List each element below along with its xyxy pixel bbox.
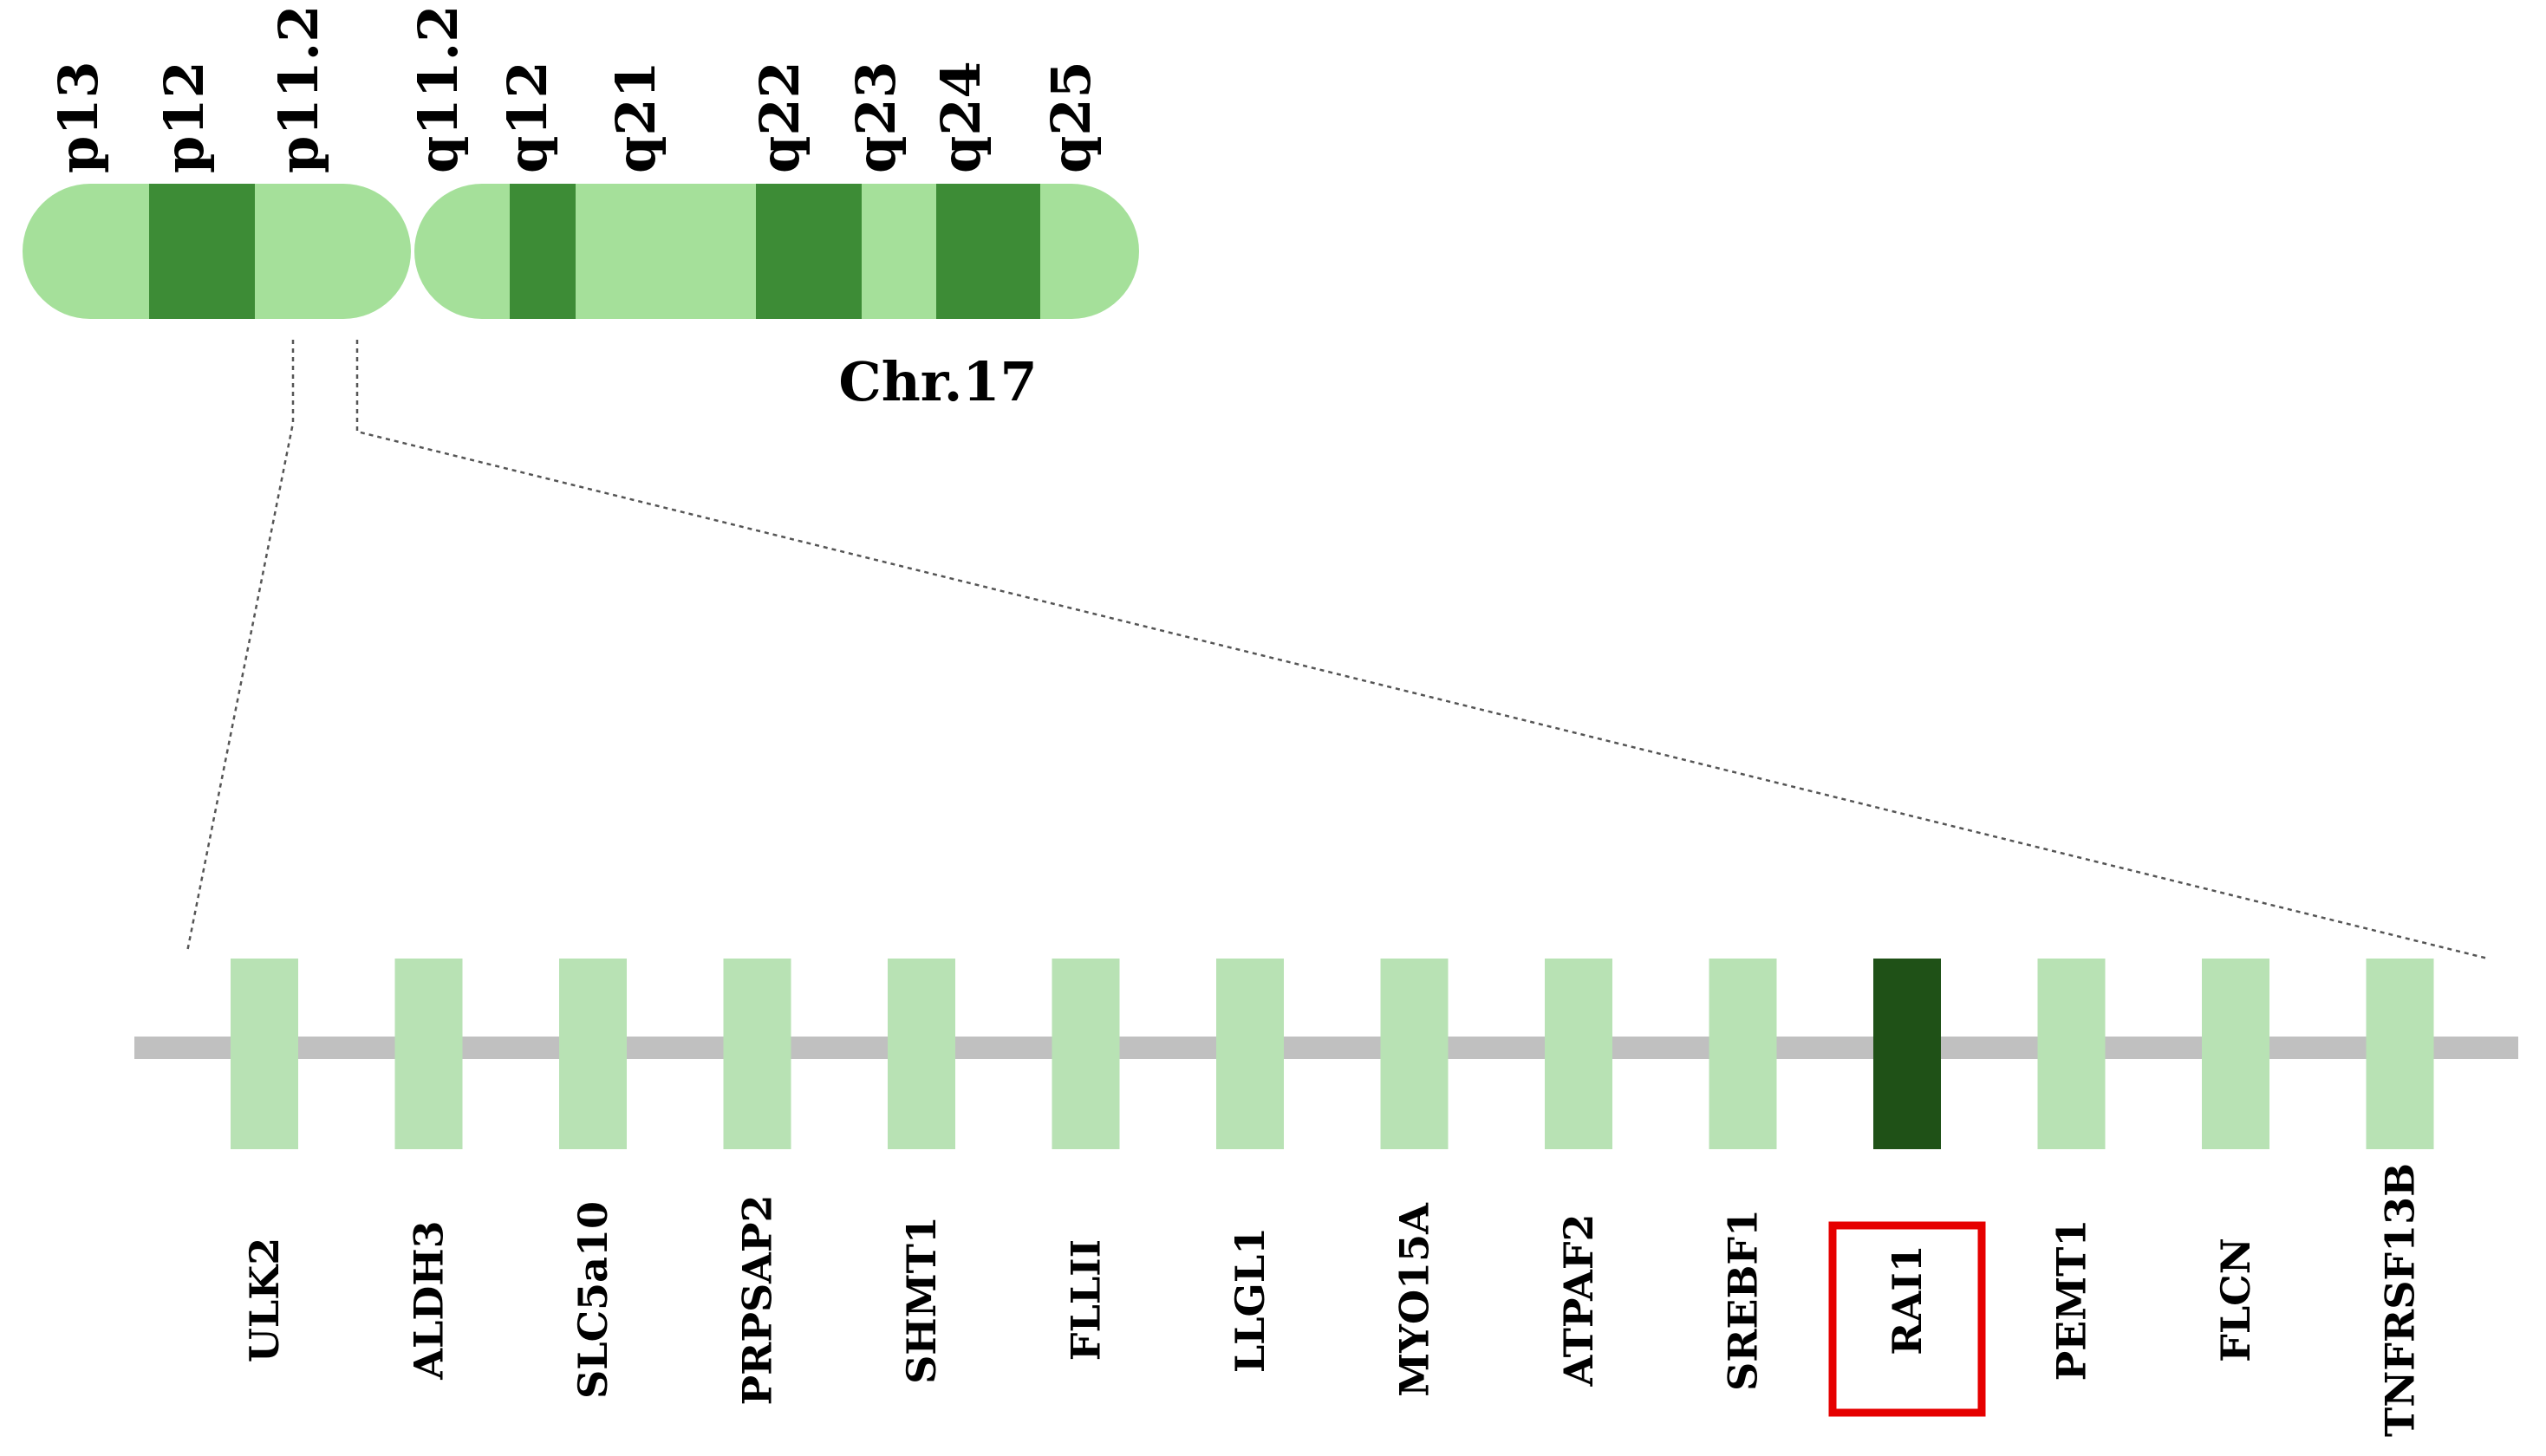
gene-label-slc5a10: SLC5a10 bbox=[570, 1201, 616, 1399]
gene-block-pemt1 bbox=[2037, 959, 2106, 1149]
gene-block-tnfrsf13b bbox=[2366, 959, 2434, 1149]
band-label-q24: q24 bbox=[929, 61, 993, 173]
gene-label-fllii: FLLII bbox=[1063, 1239, 1110, 1361]
gene-block-myo15a bbox=[1380, 959, 1449, 1149]
gene-label-tnfrsf13b: TNFRSF13B bbox=[2377, 1163, 2424, 1437]
gene-label-pemt1: PEMT1 bbox=[2048, 1219, 2095, 1381]
q-band-q23 bbox=[862, 184, 936, 319]
band-label-p13: p13 bbox=[47, 61, 110, 173]
band-labels: p13 p12 p11.2 q11.2 q12 q21 q22 q23 q24 q25 bbox=[47, 5, 1103, 173]
gene-label-llgl1: LLGL1 bbox=[1227, 1227, 1273, 1373]
gene-label-aldh3: ALDH3 bbox=[406, 1220, 453, 1380]
p-band-p13 bbox=[23, 184, 149, 319]
gene-label-srebf1: SREBF1 bbox=[1720, 1209, 1767, 1391]
p-band-p11-2 bbox=[255, 184, 411, 319]
band-label-p11-2: p11.2 bbox=[267, 5, 330, 173]
gene-block-rai1 bbox=[1873, 959, 1941, 1149]
gene-block-ulk2 bbox=[231, 959, 298, 1149]
gene-label-atpaf2: ATPAF2 bbox=[1555, 1213, 1602, 1387]
gene-backbone bbox=[134, 1037, 2518, 1059]
gene-block-aldh3 bbox=[394, 959, 463, 1149]
p-band-p12 bbox=[149, 184, 255, 319]
highlight-box bbox=[1828, 1221, 1986, 1417]
gene-block-flcn bbox=[2202, 959, 2269, 1149]
chromosome-title: Chr.17 bbox=[838, 350, 1037, 413]
band-label-q22: q22 bbox=[748, 61, 811, 173]
q-band-q12 bbox=[510, 184, 576, 319]
band-label-q21: q21 bbox=[604, 61, 667, 173]
gene-label-rai1: RAI1 bbox=[1884, 1245, 1931, 1355]
zoom-line-left bbox=[186, 340, 295, 952]
q-band-q25 bbox=[1040, 184, 1139, 319]
gene-label-prpsap2: PRPSAP2 bbox=[734, 1195, 781, 1406]
gene-block-atpaf2 bbox=[1545, 959, 1612, 1149]
gene-block-shmt1 bbox=[888, 959, 955, 1149]
gene-label-shmt1: SHMT1 bbox=[898, 1216, 945, 1384]
gene-label-ulk2: ULK2 bbox=[241, 1238, 288, 1362]
zoom-guide-lines bbox=[186, 340, 2489, 960]
q-band-q21 bbox=[576, 184, 756, 319]
gene-block-fllii bbox=[1052, 959, 1120, 1149]
q-band-q11-2 bbox=[414, 184, 510, 319]
band-label-p12: p12 bbox=[153, 61, 216, 173]
gene-label-flcn: FLCN bbox=[2212, 1238, 2259, 1362]
band-label-q12: q12 bbox=[496, 61, 559, 173]
band-label-q23: q23 bbox=[844, 61, 908, 173]
gene-track: ULK2 ALDH3 SLC5a10 PRPSAP2 SHMT1 FLLII LLGL1 MY… bbox=[231, 959, 2434, 1437]
q-band-q22 bbox=[756, 184, 862, 319]
band-label-q25: q25 bbox=[1039, 61, 1103, 173]
band-label-q11-2: q11.2 bbox=[407, 5, 470, 173]
chromosome-p-arm bbox=[23, 184, 411, 319]
gene-block-llgl1 bbox=[1216, 959, 1284, 1149]
zoom-line-right bbox=[355, 340, 2489, 960]
gene-block-srebf1 bbox=[1709, 959, 1777, 1149]
gene-block-prpsap2 bbox=[723, 959, 791, 1149]
chromosome-q-arm bbox=[414, 184, 1139, 319]
gene-label-myo15a: MYO15A bbox=[1391, 1202, 1438, 1397]
gene-block-slc5a10 bbox=[559, 959, 627, 1149]
q-band-q24 bbox=[936, 184, 1040, 319]
